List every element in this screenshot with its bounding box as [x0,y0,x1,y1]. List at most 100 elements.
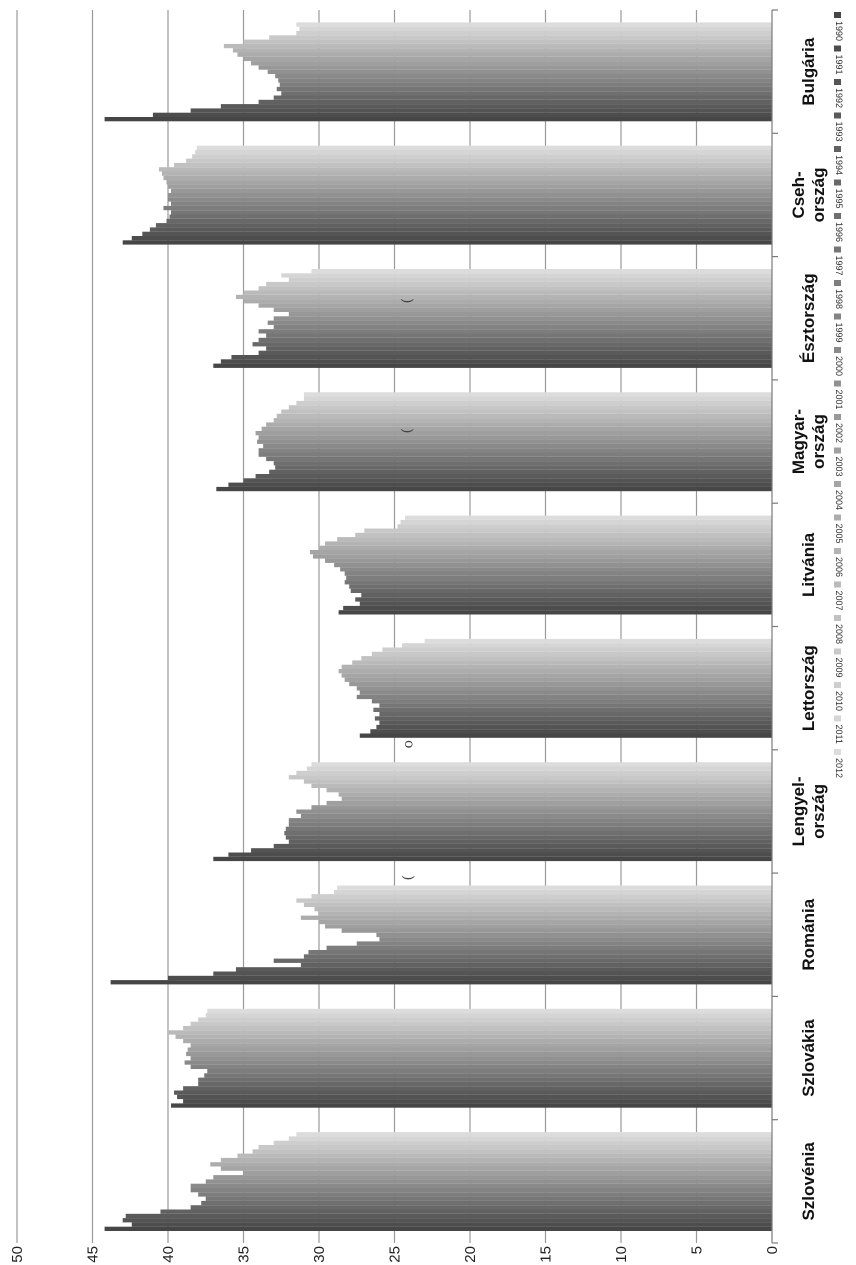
bar-8-1996 [198,1077,772,1082]
bar-0-2009 [269,35,772,40]
bar-4-2009 [364,528,772,533]
bar-9-1993 [125,1213,773,1219]
bar-5-2008 [361,656,772,661]
bar-8-1997 [204,1073,773,1078]
bar-9-1997 [205,1196,772,1201]
bar-7-1991 [168,975,772,981]
bar-2-2003 [273,307,772,312]
bar-6-2004 [341,796,772,801]
bar-0-2012 [296,22,772,27]
legend-item-2003: 2003 [834,447,844,477]
legend-swatch-2005 [834,514,841,521]
bar-9-2012 [296,1132,772,1137]
bar-8-2008 [183,1026,773,1031]
bar-9-2009 [258,1145,773,1150]
bar-8-2010 [198,1017,772,1022]
bar-9-2002 [213,1175,773,1180]
category-label-3: Magyar-ország [789,409,828,474]
tick-label-0: 0 [764,1246,781,1254]
bar-2-2010 [288,277,772,282]
bar-9-2001 [205,1179,772,1184]
bar-0-1990 [104,117,772,122]
bar-5-1994 [374,716,772,721]
bar-2-2002 [288,312,772,317]
bar-8-1992 [177,1094,772,1100]
bar-4-1992 [359,601,772,606]
category-group-4 [309,515,772,615]
category-label-line-7-0: Románia [799,898,818,970]
bar-0-1992 [190,108,772,113]
bar-9-2011 [288,1136,772,1141]
legend-swatch-1991 [834,45,841,52]
category-label-line-0-0: Bulgária [799,37,818,106]
bar-4-2005 [319,545,772,550]
bar-0-2004 [243,56,772,62]
legend-item-1992: 1992 [834,79,844,108]
legend-swatch-2002 [834,414,841,420]
bar-4-2012 [405,515,772,520]
legend-item-1995: 1995 [834,179,844,209]
legend-swatch-2012 [834,749,841,755]
bar-2-1990 [213,363,773,368]
bar-1-1990 [122,240,772,245]
category-label-line-3-1: ország [809,414,828,469]
bar-2-2001 [273,316,772,321]
legend-swatch-2001 [834,380,841,387]
bar-1-1993 [149,227,772,232]
bar-6-1998 [288,822,772,827]
bar-2-1994 [266,346,772,351]
bar-5-2006 [341,664,772,669]
bar-4-1999 [344,571,772,576]
category-group-6 [213,762,773,862]
category-label-line-5-0: Lettország [799,645,818,731]
legend-swatch-1993 [834,112,841,119]
bar-1-2005 [163,175,773,181]
category-group-9 [104,1132,773,1231]
bar-5-2009 [371,651,772,657]
bar-6-2008 [303,779,772,784]
bars [104,22,773,1231]
bar-0-1996 [281,91,772,96]
bar-7-1990 [110,980,773,985]
legend-item-2007: 2007 [834,581,844,611]
bar-4-2006 [325,541,772,546]
bar-3-1995 [275,465,772,470]
bar-9-2003 [243,1170,772,1176]
bar-8-1999 [190,1064,772,1069]
bar-7-2011 [334,889,772,895]
bar-7-2009 [296,898,772,903]
bar-2-1995 [252,342,772,347]
bar-9-2006 [220,1157,773,1163]
category-label-line-1-0: Cseh- [789,171,808,218]
bar-1-2004 [166,180,773,185]
bar-9-1992 [122,1218,772,1223]
bar-6-1995 [285,835,772,840]
stray-marks: ) ) o ) [399,298,417,880]
legend-label-1998: 1998 [834,289,844,309]
legend-label-1995: 1995 [834,189,844,209]
tick-label-45: 45 [85,1246,102,1263]
legend-label-2006: 2006 [834,557,844,577]
bar-7-2010 [311,894,772,899]
bar-4-2011 [400,519,772,525]
legend-swatch-2003 [834,447,841,454]
legend-item-1999: 1999 [834,313,844,343]
bar-9-2004 [220,1166,773,1171]
bar-1-2006 [161,171,772,176]
bar-4-2002 [325,558,772,563]
category-label-5: Lettország [799,645,818,731]
bar-2-2011 [281,273,772,278]
legend-swatch-1996 [834,213,841,219]
legend-label-1990: 1990 [834,21,844,41]
bar-7-2005 [300,915,772,920]
legend-swatch-2009 [834,648,841,655]
bar-0-1995 [273,95,772,100]
bar-9-1995 [190,1205,772,1210]
bar-8-1991 [183,1099,773,1104]
bar-3-1997 [266,456,772,462]
bar-5-1993 [379,720,772,725]
bar-7-1995 [273,958,772,963]
bar-5-2012 [424,638,772,644]
legend-label-2004: 2004 [834,490,844,510]
